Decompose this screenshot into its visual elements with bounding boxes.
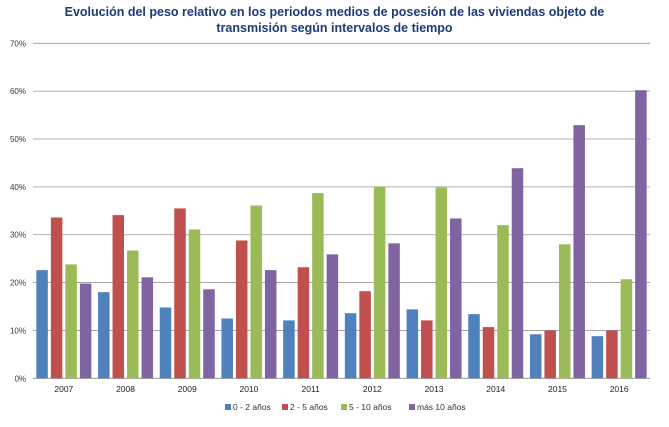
bar [435, 187, 448, 379]
bar [544, 330, 556, 379]
x-tick-label: 2016 [610, 384, 629, 394]
bar [388, 243, 400, 379]
bar [312, 193, 324, 379]
x-tick-label: 2010 [239, 384, 258, 394]
bar [127, 250, 139, 379]
y-tick-label: 10% [10, 326, 26, 335]
bar [406, 309, 419, 379]
x-tick-label: 2008 [116, 384, 135, 394]
bar [36, 270, 48, 379]
bar [297, 267, 310, 379]
chart-title-line-2: transmisión según intervalos de tiempo [216, 21, 453, 35]
legend-swatch [225, 404, 231, 410]
bar [159, 307, 172, 379]
legend-label: más 10 años [417, 402, 466, 412]
bar [283, 320, 295, 379]
chart-title: Evolución del peso relativo en los perio… [0, 4, 669, 36]
bar [635, 90, 647, 379]
bar [50, 217, 63, 379]
bar [591, 336, 604, 379]
legend-label: 5 - 10 años [349, 402, 392, 412]
legend-label: 2 - 5 años [290, 402, 328, 412]
bar [79, 283, 92, 379]
bar [203, 289, 215, 379]
bar [573, 125, 585, 379]
bar [620, 279, 633, 379]
bar [174, 208, 186, 379]
bar [511, 168, 524, 379]
bar [264, 270, 277, 379]
legend-swatch [409, 404, 415, 410]
bar [344, 313, 357, 379]
y-tick-label: 70% [10, 39, 26, 48]
bar [558, 244, 571, 379]
bar [373, 186, 386, 379]
bar [250, 205, 262, 379]
bar [112, 215, 125, 379]
y-tick-label: 40% [10, 183, 26, 192]
y-tick-label: 0% [14, 374, 26, 383]
legend-swatch [282, 404, 288, 410]
x-tick-label: 2011 [302, 384, 321, 394]
x-tick-label: 2007 [54, 384, 73, 394]
bar [98, 292, 110, 379]
bar [141, 277, 154, 379]
bar [497, 225, 509, 379]
bar [421, 320, 433, 379]
x-tick-label: 2014 [486, 384, 505, 394]
x-tick-label: 2015 [548, 384, 567, 394]
x-tick-label: 2013 [425, 384, 444, 394]
legend-swatch [341, 404, 347, 410]
bar [468, 314, 480, 379]
bar [188, 229, 201, 379]
bar [606, 330, 618, 379]
bar [235, 240, 248, 379]
chart-title-line-1: Evolución del peso relativo en los perio… [64, 5, 605, 19]
y-tick-label: 60% [10, 87, 26, 96]
y-tick-label: 30% [10, 231, 26, 240]
y-tick-label: 50% [10, 135, 26, 144]
bar [359, 291, 371, 379]
legend-label: 0 - 2 años [233, 402, 271, 412]
bar [65, 264, 77, 379]
y-tick-label: 20% [10, 279, 26, 288]
bar [529, 334, 542, 379]
bar [450, 218, 462, 379]
x-tick-label: 2012 [363, 384, 382, 394]
bar [326, 254, 339, 379]
bar [221, 318, 233, 379]
x-tick-label: 2009 [178, 384, 197, 394]
bar [482, 327, 495, 379]
